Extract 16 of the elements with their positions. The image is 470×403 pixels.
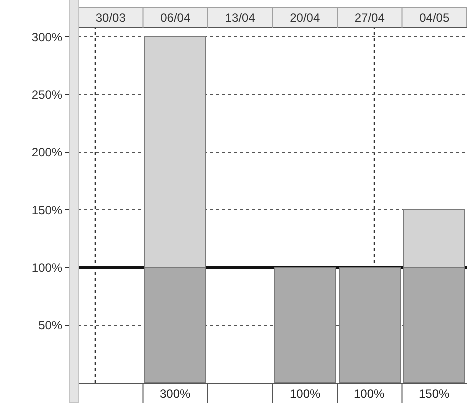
total-label: 300% (160, 387, 192, 401)
total-label: 150% (419, 387, 450, 401)
x-tick-label: 27/04 (354, 11, 386, 26)
x-tick-label: 06/04 (160, 11, 191, 26)
y-tick-label: 150% (32, 203, 63, 218)
y-tick-label: 300% (32, 30, 63, 44)
y-tick-label: 50% (38, 318, 63, 333)
y-tick-label: 200% (32, 146, 63, 160)
total-label: 100% (290, 387, 322, 401)
x-tick-label: 04/05 (420, 11, 450, 26)
y-tick-label: 250% (32, 88, 63, 102)
total-label: 100% (354, 387, 386, 401)
x-tick-label: 13/04 (225, 11, 256, 26)
x-tick-label: 30/03 (96, 11, 126, 26)
x-tick-label: 20/04 (290, 11, 320, 26)
y-tick-label: 100% (32, 260, 63, 275)
